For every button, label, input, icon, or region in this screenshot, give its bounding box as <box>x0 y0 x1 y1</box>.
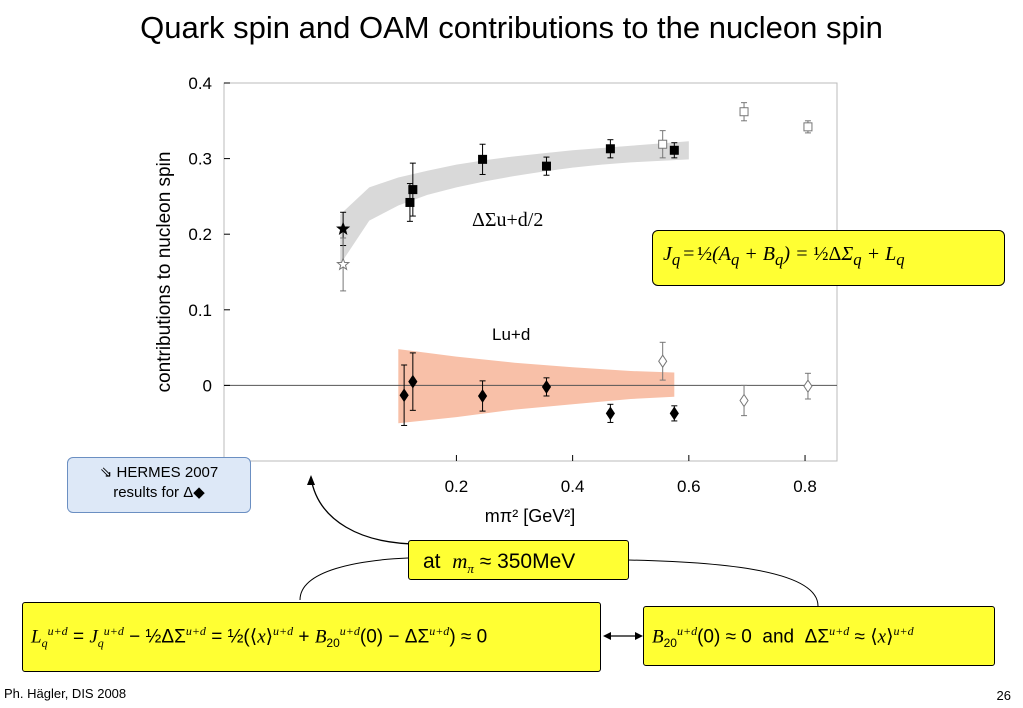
data-point-star <box>336 256 351 271</box>
page-number: 26 <box>996 688 1011 703</box>
data-point-diamond <box>658 354 668 369</box>
data-point-square <box>605 144 615 154</box>
hermes-line-2: results for Δ◆ <box>113 484 205 501</box>
data-point-square <box>541 161 551 171</box>
data-point-square <box>405 197 415 207</box>
double-arrow-left-head <box>603 632 611 640</box>
delta-sigma-curve-label: ΔΣu+d/2 <box>472 209 543 231</box>
b20-formula-box: B20u+d(0) ≈ 0 and ΔΣu+d ≈ ⟨x⟩u+d <box>643 606 995 666</box>
l-curve-label: Lu+d <box>492 325 530 344</box>
arrow-to-plot <box>310 477 424 545</box>
data-point-diamond <box>541 380 552 394</box>
x-tick-label: 0.6 <box>677 477 701 496</box>
data-point-square <box>408 185 418 195</box>
y-tick-label: 0.2 <box>188 225 212 244</box>
hermes-line-1: ⇘ HERMES 2007 <box>99 464 219 481</box>
lq-formula: Lqu+d = Jqu+d − ½ΔΣu+d = ½(⟨x⟩u+d + B20u… <box>31 624 488 651</box>
b20-formula: B20u+d(0) ≈ 0 and ΔΣu+d ≈ ⟨x⟩u+d <box>652 624 914 651</box>
arrow-head <box>307 475 315 485</box>
hermes-callout: ⇘ HERMES 2007 results for Δ◆ <box>67 457 251 513</box>
data-point-square <box>478 154 488 164</box>
band-1 <box>398 349 675 424</box>
data-point-square <box>739 107 749 117</box>
jq-formula: Jq = ½(Aq + Bq) = ½ΔΣq + Lq <box>663 243 905 269</box>
y-tick-label: 0 <box>203 376 212 395</box>
x-axis-label: mπ² [GeV²] <box>485 506 575 526</box>
data-point-diamond <box>605 406 615 421</box>
x-tick-label: 0.2 <box>445 477 469 496</box>
data-point-diamond <box>739 393 749 408</box>
drop-icon: ◆ <box>193 484 205 501</box>
y-axis-label: contributions to nucleon spin <box>154 152 175 393</box>
footer-author: Ph. Hägler, DIS 2008 <box>4 686 127 701</box>
data-point-square <box>669 145 679 155</box>
data-point-square <box>803 122 813 132</box>
mpi-text: at mπ ≈ 350MeV <box>423 549 576 577</box>
data-point-star <box>336 221 351 235</box>
y-tick-label: 0.4 <box>188 74 212 93</box>
curve-left <box>299 557 409 601</box>
double-arrow-right-head <box>635 632 643 640</box>
band-0 <box>340 141 689 265</box>
arrow-icon: ⇘ <box>99 464 117 481</box>
data-point-square <box>658 139 668 149</box>
data-point-diamond <box>803 379 813 394</box>
jq-formula-box: Jq = ½(Aq + Bq) = ½ΔΣq + Lq <box>652 230 1005 286</box>
curve-right <box>627 559 819 607</box>
lq-formula-box: Lqu+d = Jqu+d − ½ΔΣu+d = ½(⟨x⟩u+d + B20u… <box>22 602 601 672</box>
data-point-diamond <box>477 389 488 403</box>
x-tick-label: 0.4 <box>561 477 585 496</box>
data-point-diamond <box>408 374 418 389</box>
slide-title: Quark spin and OAM contributions to the … <box>140 10 883 45</box>
data-point-diamond <box>669 406 679 421</box>
y-tick-label: 0.3 <box>188 150 212 169</box>
mpi-box: at mπ ≈ 350MeV <box>408 540 629 580</box>
x-tick-label: 0.8 <box>793 477 817 496</box>
y-tick-label: 0.1 <box>188 301 212 320</box>
data-point-diamond <box>399 388 409 403</box>
